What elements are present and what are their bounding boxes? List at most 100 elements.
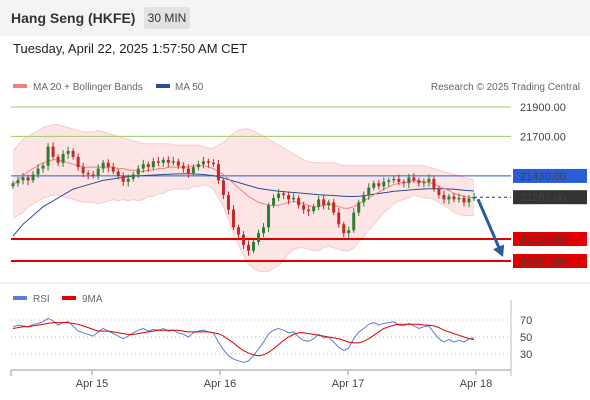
candle: [16, 176, 20, 187]
candle: [247, 240, 251, 256]
candle: [76, 153, 80, 171]
rsi-ma-legend-swatch: [62, 296, 76, 300]
timestamp: Tuesday, April 22, 2025 1:57:50 AM CET: [13, 41, 248, 56]
interval-button[interactable]: 30 MIN: [144, 7, 190, 29]
candle: [86, 170, 90, 180]
candle: [402, 179, 406, 188]
candle: [257, 229, 261, 246]
rsi-ma-legend-label: 9MA: [82, 294, 103, 305]
level-tag-20850: [513, 254, 587, 268]
ma50-line: [12, 173, 475, 237]
level-label-21900: 21900.00: [520, 102, 566, 114]
candle: [226, 191, 230, 215]
candle: [307, 205, 311, 216]
candle: [96, 164, 100, 180]
candle: [342, 221, 346, 238]
candle: [417, 177, 421, 187]
candle: [46, 143, 50, 171]
candle: [357, 199, 361, 216]
candle: [11, 180, 15, 189]
candle: [392, 175, 396, 183]
candle: [282, 190, 286, 200]
level-tag-21430: [513, 168, 587, 183]
candle: [372, 180, 376, 191]
level-label-20850: 20850.00: [520, 256, 566, 268]
candle: [277, 189, 281, 202]
rsi-legend-swatch: [13, 296, 27, 300]
level-label-21700: 21700.00: [520, 131, 566, 143]
candle: [297, 195, 301, 209]
candle: [462, 195, 466, 207]
candle: [352, 208, 356, 233]
rsi-tick-50: 50: [520, 332, 532, 344]
candle: [241, 231, 246, 249]
candle: [166, 156, 170, 168]
candle: [317, 195, 321, 211]
candle: [131, 171, 135, 182]
x-tick-label: Apr 15: [76, 378, 108, 390]
bollinger-lower-line: [12, 184, 474, 272]
candle: [412, 173, 416, 183]
candle: [111, 162, 115, 175]
candle: [66, 146, 70, 159]
bollinger-bands-area: [13, 124, 474, 272]
candle: [91, 170, 95, 179]
candle: [332, 198, 336, 216]
candle: [407, 173, 411, 189]
candle: [21, 173, 25, 185]
candle: [81, 162, 85, 178]
candle: [397, 174, 401, 186]
candle: [262, 222, 266, 238]
candle: [267, 202, 271, 233]
rsi-ma-line: [12, 322, 475, 357]
candle: [287, 191, 291, 205]
candle: [126, 174, 130, 187]
candle: [176, 158, 180, 170]
candle: [312, 204, 316, 214]
candle: [231, 205, 235, 230]
rsi-tick-70: 70: [520, 315, 532, 327]
level-label-21000: 21000.00: [520, 234, 566, 246]
research-credit: Research © 2025 Trading Central: [431, 82, 580, 93]
level-label-21430: 21430.00: [520, 171, 566, 183]
candle: [31, 170, 35, 183]
rsi-line: [12, 317, 475, 364]
bollinger-upper-line: [12, 124, 475, 181]
ma50-legend-label: MA 50: [175, 82, 204, 93]
candle: [272, 194, 276, 208]
level-tag-21000: [513, 232, 587, 246]
chart-header: Hang Seng (HKFE) 30 MIN: [0, 0, 590, 36]
candle: [71, 148, 75, 160]
candle: [377, 179, 381, 190]
candle: [442, 190, 446, 204]
candle: [206, 158, 210, 168]
candle: [211, 159, 215, 167]
candle: [141, 159, 145, 173]
forecast-arrow: [476, 198, 505, 257]
candle: [387, 177, 391, 187]
candle: [327, 199, 331, 211]
rsi-tick-30: 30: [520, 349, 532, 361]
candle: [101, 160, 105, 173]
candle: [382, 177, 386, 191]
candle: [171, 156, 175, 166]
candle: [161, 157, 165, 167]
ma20-line: [12, 159, 475, 209]
candle: [236, 224, 240, 238]
candle: [467, 195, 471, 208]
candle: [347, 226, 351, 238]
candle: [221, 177, 225, 200]
candle: [201, 156, 205, 169]
candle: [422, 178, 426, 188]
candle: [216, 159, 220, 184]
candle: [146, 161, 150, 172]
candle: [36, 164, 40, 178]
last-price-label: 21285.00: [520, 192, 566, 204]
candle: [121, 172, 125, 186]
candle: [337, 208, 341, 228]
candle: [186, 164, 190, 178]
candle: [41, 163, 45, 173]
candle: [136, 165, 140, 178]
rsi-legend-label: RSI: [33, 294, 50, 305]
